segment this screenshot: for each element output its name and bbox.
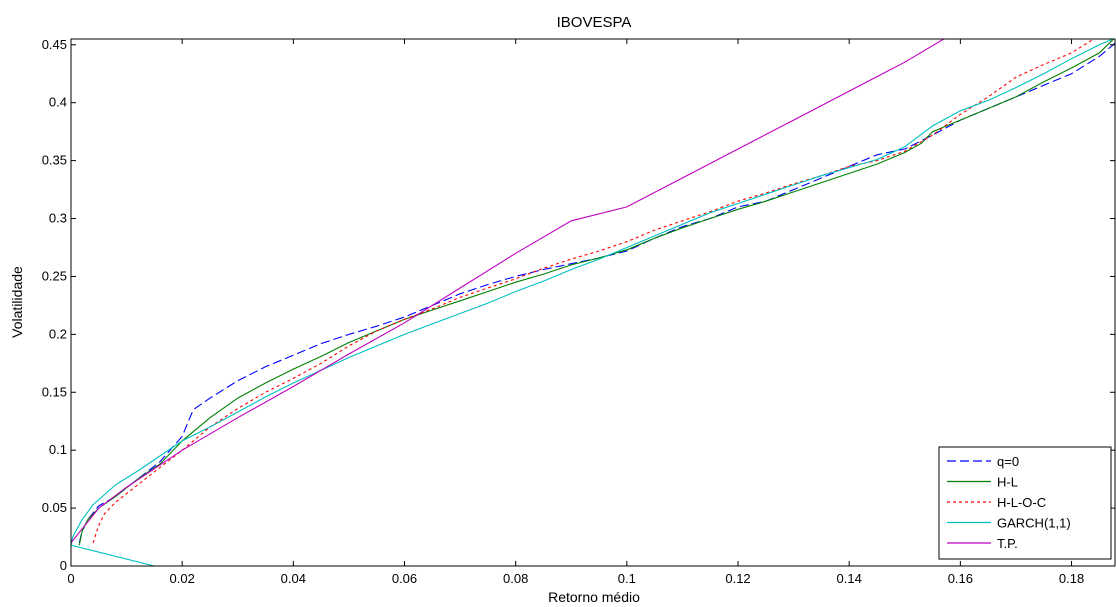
y-tick-label: 0.1 [49, 442, 67, 457]
legend-label-0: q=0 [997, 454, 1019, 469]
legend-label-3: GARCH(1,1) [997, 516, 1071, 531]
y-tick-label: 0.4 [49, 95, 67, 110]
x-tick-label: 0.08 [503, 571, 528, 586]
chart-title: IBOVESPA [557, 14, 632, 31]
x-tick-label: 0 [67, 571, 74, 586]
y-tick-label: 0.25 [42, 268, 67, 283]
plot-frame [70, 38, 1116, 567]
y-tick-label: 0.15 [42, 384, 67, 399]
series-line-4 [71, 39, 944, 544]
x-tick-label: 0.06 [392, 571, 417, 586]
x-tick-label: 0.1 [618, 571, 636, 586]
x-tick-label: 0.18 [1059, 571, 1084, 586]
x-tick-label: 0.16 [948, 571, 973, 586]
x-tick-label: 0.14 [837, 571, 862, 586]
y-tick-label: 0.05 [42, 500, 67, 515]
legend-label-2: H-L-O-C [997, 495, 1046, 510]
legend-label-4: T.P. [997, 536, 1018, 551]
x-axis-title: Retorno médio [548, 589, 640, 605]
y-axis-title: Volatilidade [9, 266, 25, 338]
series-line-3 [71, 39, 1115, 566]
y-tick-label: 0.35 [42, 153, 67, 168]
series-line-2 [92, 39, 1095, 543]
axes-layer: 0 0.02 0.04 0.06 0.08 0.1 0.12 0.14 0.16 0.18 0 0.0… [42, 37, 1116, 586]
legend-box [938, 446, 1112, 560]
series-line-0 [78, 42, 1116, 543]
legend-label-1: H-L [997, 475, 1018, 490]
y-tick-label: 0.2 [49, 326, 67, 341]
y-tick-label: 0 [60, 558, 67, 573]
x-tick-label: 0.12 [725, 571, 750, 586]
legend: q=0 H-L H-L-O-C GARCH(1,1) T.P. [938, 446, 1112, 560]
series-layer [71, 39, 1116, 566]
y-tick-label: 0.3 [49, 211, 67, 226]
x-tick-label: 0.04 [281, 571, 306, 586]
x-tick-label: 0.02 [170, 571, 195, 586]
y-tick-label: 0.45 [42, 37, 67, 52]
